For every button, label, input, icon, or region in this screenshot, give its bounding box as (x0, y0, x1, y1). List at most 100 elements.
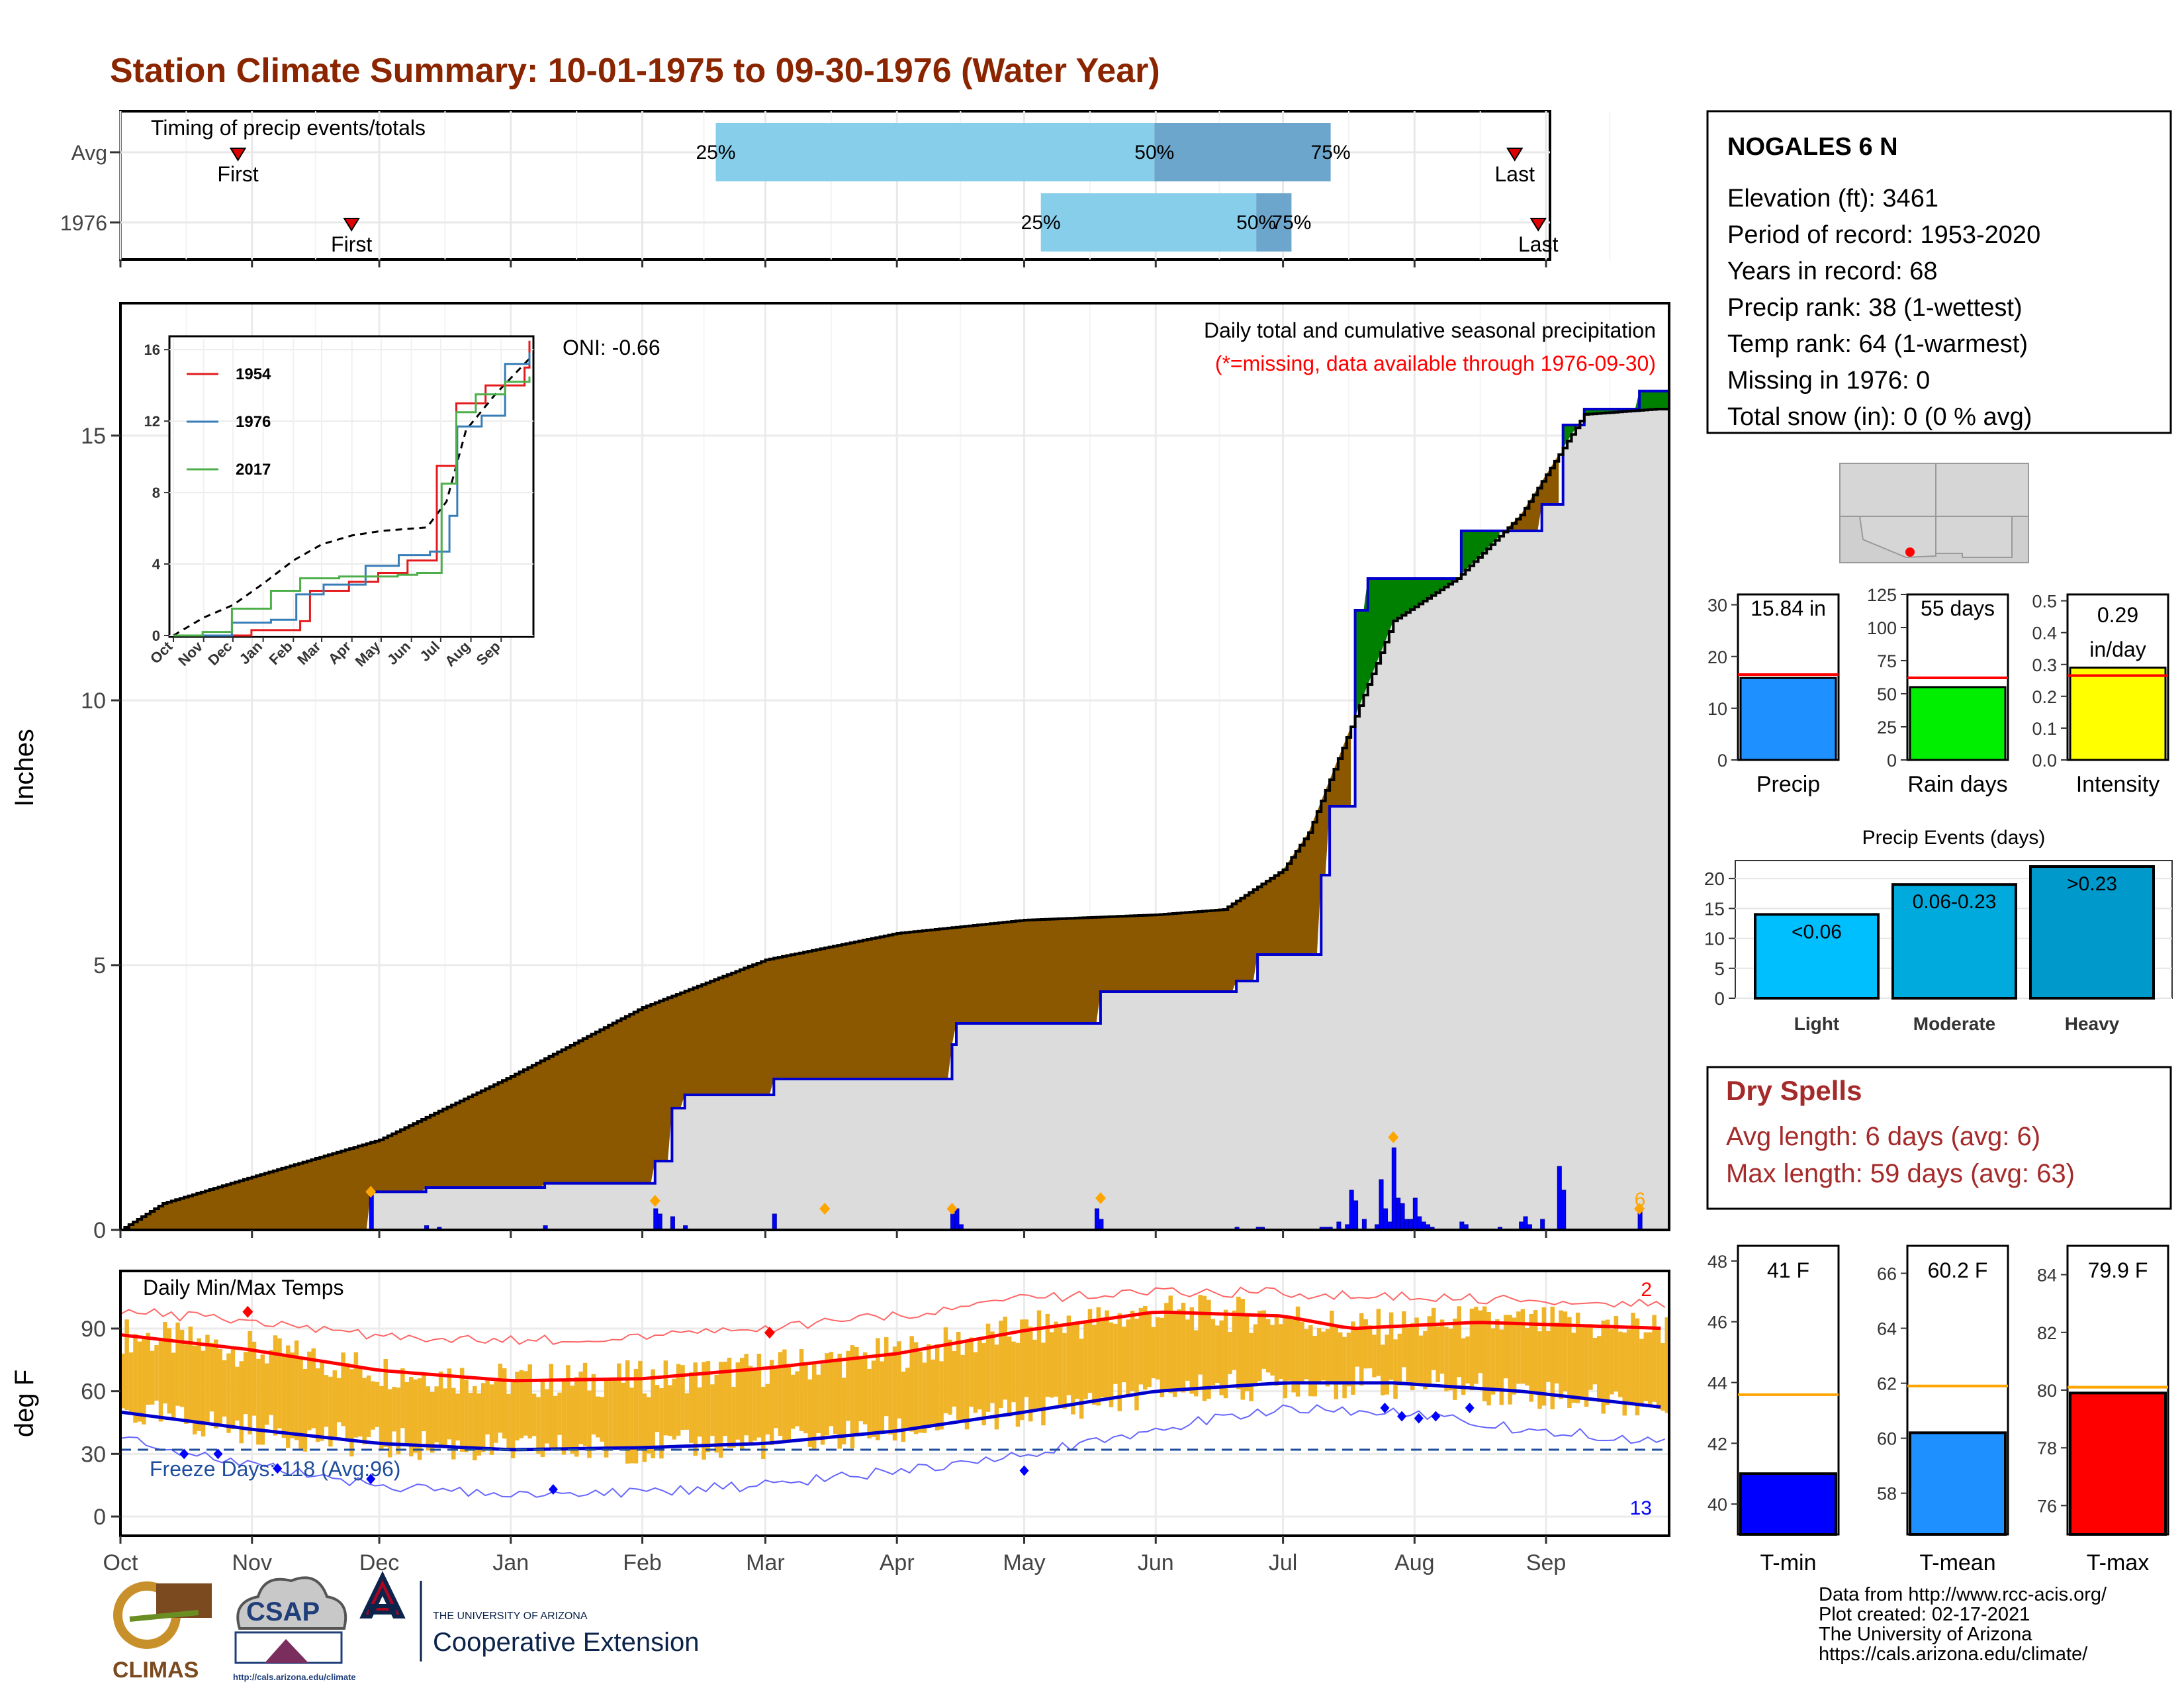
inset-series-line-2017 (173, 376, 531, 637)
mini-y-tick-label: 100 (1867, 618, 1897, 638)
daily-temp-bar (1376, 1309, 1381, 1376)
daily-temp-bar (1219, 1320, 1224, 1395)
precip-frame (119, 302, 1670, 1231)
daily-temp-bar (799, 1349, 804, 1431)
daily-temp-bar (1257, 1311, 1262, 1382)
daily-temp-bar (1232, 1310, 1237, 1370)
daily-temp-bar (1580, 1327, 1584, 1400)
daily-temp-bar (833, 1360, 838, 1434)
precip-surplus-area (1461, 531, 1500, 575)
daily-temp-bar (790, 1374, 796, 1429)
daily-temp-bar (663, 1360, 668, 1436)
daily-temp-bar (680, 1365, 685, 1430)
timing-label: Timing of precip events/totals (151, 116, 426, 140)
daily-temp-bar (1274, 1314, 1279, 1386)
climas-logo-text: CLIMAS (113, 1658, 199, 1683)
mini-value-text: in/day (2089, 637, 2146, 661)
month-label: Jan (492, 1550, 529, 1575)
daily-temp-bar (727, 1358, 732, 1448)
temp-y-tick-label: 82 (2037, 1323, 2057, 1343)
daily-temp-bar (1388, 1312, 1394, 1380)
csap-logo-text: CSAP (246, 1597, 320, 1626)
record-low-marker (1431, 1411, 1441, 1422)
daily-temp-bar (1474, 1307, 1479, 1384)
daily-temp-bar (587, 1390, 592, 1458)
daily-temp-bar (981, 1343, 986, 1426)
daily-temp-bar (1228, 1332, 1232, 1374)
daily-temp-bar (922, 1362, 927, 1433)
daily-temp-bar (1338, 1332, 1343, 1385)
daily-temp-bar (128, 1352, 134, 1414)
daily-temp-bar (294, 1340, 299, 1440)
daily-temp-bar (1439, 1319, 1445, 1374)
month-label: Dec (359, 1550, 399, 1575)
observed-cumulative-line (120, 389, 1669, 1231)
daily-temp-bar (1541, 1307, 1547, 1406)
daily-temp-bar (1516, 1311, 1521, 1384)
daily-temp-bar (235, 1366, 240, 1421)
record-high-marker (764, 1327, 775, 1339)
daily-temp-bar (600, 1397, 604, 1442)
mini-bar-intensity (2069, 667, 2167, 761)
daily-temp-bar (277, 1338, 282, 1429)
daily-precip-bar (1408, 1219, 1414, 1231)
daily-temp-bar (1355, 1327, 1360, 1367)
mini-y-tick-label: 0.0 (2032, 751, 2057, 771)
last-event-label: Last (1518, 232, 1559, 256)
daily-temp-bar (1457, 1306, 1461, 1378)
daily-temp-bar (985, 1323, 991, 1412)
daily-temp-bar (133, 1334, 138, 1423)
daily-temp-bar (689, 1372, 694, 1443)
daily-precip-bar (1400, 1203, 1405, 1231)
dry-spells: Dry Spells Avg length: 6 days (avg: 6) M… (1706, 1066, 2172, 1210)
daily-temp-bar (358, 1368, 363, 1437)
daily-temp-bar (184, 1344, 189, 1424)
daily-temp-bar (464, 1380, 469, 1452)
daily-temp-bar (918, 1351, 923, 1433)
daily-temp-bar (1253, 1324, 1258, 1387)
daily-precip-bar (1523, 1216, 1528, 1231)
climas-emblem-stroke (129, 1610, 199, 1622)
daily-temp-bar (1189, 1307, 1195, 1394)
daily-temp-bar (498, 1364, 503, 1433)
daily-temp-bar (1007, 1336, 1012, 1417)
precip-events-chart: Precip Events (days) 0 5 10 15 20 <0.06 Light 0… (1704, 827, 2173, 1034)
daily-temp-bar (1588, 1324, 1593, 1390)
daily-temp-bar (1571, 1333, 1576, 1403)
footer-line: The University of Arizona (1819, 1624, 2032, 1645)
daily-temp-bar (782, 1349, 787, 1443)
record-low-marker (1397, 1411, 1407, 1422)
event-bar-moderate (1891, 883, 2017, 1000)
daily-temp-bar (1482, 1306, 1487, 1401)
daily-temp-bar (455, 1393, 460, 1441)
daily-temp-bar (604, 1379, 609, 1458)
daily-temp-bar (545, 1389, 549, 1444)
extreme-precip-marker (1634, 1203, 1645, 1215)
daily-temp-bar (1041, 1342, 1046, 1426)
temp-y-tick-label: 42 (1707, 1434, 1727, 1454)
daily-temp-bar (1066, 1315, 1071, 1395)
daily-temp-bar (485, 1379, 490, 1434)
daily-temp-bar (1537, 1331, 1542, 1409)
timing-iqr-upper (1256, 193, 1292, 252)
daily-temp-bar (1172, 1311, 1177, 1397)
daily-temp-bar (774, 1366, 778, 1429)
daily-temp-bar (260, 1354, 265, 1445)
daily-temp-bar (846, 1350, 850, 1421)
month-label: Jul (1269, 1550, 1297, 1575)
daily-temp-bar (1249, 1333, 1253, 1401)
daily-temp-bar (934, 1344, 940, 1430)
daily-temp-bar (1151, 1327, 1156, 1379)
daily-temp-bar (557, 1392, 562, 1435)
timing-row-avg-label: Avg (71, 141, 107, 165)
inset-y-tick-label: 0 (152, 628, 160, 644)
daily-temp-bar (1647, 1332, 1653, 1407)
daily-temp-bar (1168, 1295, 1173, 1393)
daily-temp-bar (468, 1393, 473, 1450)
daily-temp-bar (320, 1360, 324, 1441)
daily-temp-bar (1486, 1311, 1491, 1406)
timing-iqr-lower (1040, 193, 1257, 252)
daily-temp-bar (1601, 1320, 1606, 1414)
temp-bar-t-mean (1909, 1431, 2007, 1536)
